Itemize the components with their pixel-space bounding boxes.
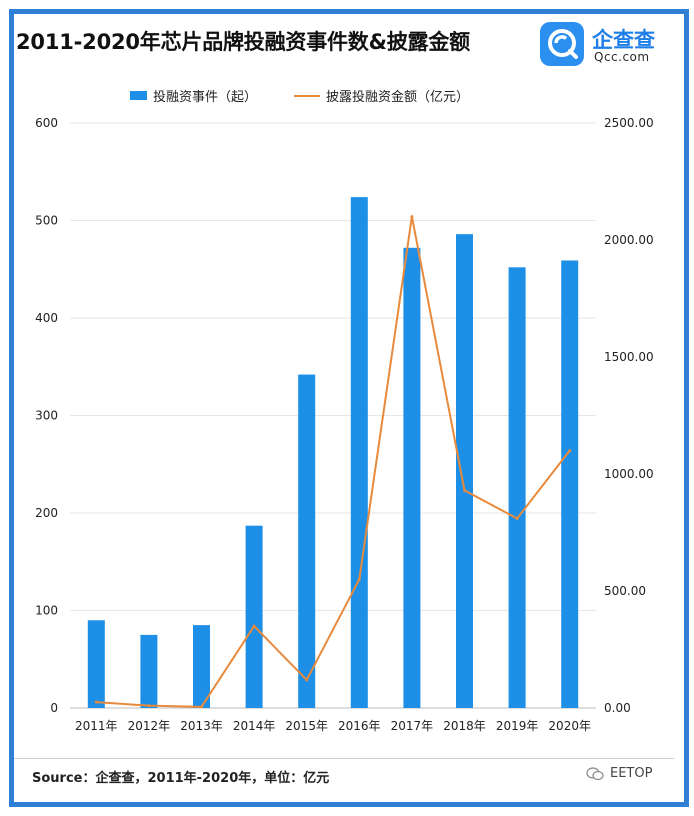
line-point-amount — [252, 624, 256, 628]
y-right-tick-label: 1000.00 — [604, 467, 654, 481]
bar-events — [298, 374, 316, 708]
y-left-tick-label: 0 — [50, 701, 58, 715]
legend-label-amount: 披露投融资金额（亿元） — [326, 90, 470, 105]
line-point-amount — [515, 516, 519, 520]
line-point-amount — [305, 678, 309, 682]
footer-divider — [14, 758, 674, 759]
bar-events — [456, 234, 473, 708]
y-right-tick-label: 1500.00 — [604, 350, 654, 364]
bar-events — [561, 260, 579, 708]
y-right-tick-label: 500.00 — [604, 584, 646, 598]
y-left-tick-label: 600 — [35, 116, 58, 130]
line-point-amount — [463, 488, 466, 492]
qcc-logo-icon — [540, 22, 584, 66]
y-right-tick-label: 2000.00 — [604, 233, 654, 247]
x-tick-label: 2011年 — [75, 719, 118, 733]
x-tick-label: 2014年 — [233, 719, 276, 733]
x-tick-label: 2019年 — [496, 719, 539, 733]
y-left-tick-label: 400 — [35, 311, 58, 325]
qcc-logo-domain: Qcc.com — [594, 50, 650, 64]
source-note: Source：企查查，2011年-2020年，单位：亿元 — [32, 771, 330, 786]
line-point-amount — [357, 577, 361, 581]
legend-line-swatch — [294, 94, 320, 97]
bar-events — [245, 525, 263, 708]
bar-events — [193, 625, 210, 708]
line-point-amount — [200, 705, 203, 709]
legend-label-events: 投融资事件（起） — [153, 90, 258, 105]
eetop-watermark: EETOP — [586, 766, 652, 781]
line-point-amount — [147, 704, 151, 708]
x-tick-label: 2017年 — [391, 719, 434, 733]
x-tick-label: 2020年 — [548, 719, 591, 733]
bar-events — [403, 247, 421, 709]
legend-item-bar: 投融资事件（起） — [130, 86, 257, 105]
legend-bar-swatch — [130, 91, 147, 100]
legend-item-line: 披露投融资金额（亿元） — [294, 86, 469, 105]
bar-events — [140, 634, 158, 708]
bar-events — [508, 267, 526, 708]
qcc-logo: 企查查 Qcc.com — [540, 22, 680, 72]
eetop-label: EETOP — [610, 766, 653, 781]
x-tick-label: 2018年 — [443, 719, 486, 733]
x-tick-label: 2013年 — [180, 719, 223, 733]
line-point-amount — [94, 700, 98, 704]
line-point-amount — [568, 449, 572, 453]
x-tick-label: 2016年 — [338, 719, 381, 733]
y-left-tick-label: 100 — [35, 604, 58, 618]
x-tick-label: 2012年 — [128, 719, 171, 733]
y-left-tick-label: 200 — [35, 506, 58, 520]
line-point-amount — [410, 215, 414, 219]
qcc-logo-text: 企查查 — [592, 28, 655, 52]
chart-title: 2011-2020年芯片品牌投融资事件数&披露金额 — [16, 30, 470, 54]
x-tick-label: 2015年 — [285, 719, 328, 733]
y-right-tick-label: 2500.00 — [604, 116, 654, 130]
line-amount — [96, 215, 571, 708]
y-left-tick-label: 500 — [35, 214, 58, 228]
y-left-tick-label: 300 — [35, 409, 58, 423]
bar-events — [350, 197, 368, 708]
bar-events — [87, 620, 105, 708]
wechat-icon — [586, 766, 604, 780]
y-right-tick-label: 0.00 — [604, 701, 631, 715]
